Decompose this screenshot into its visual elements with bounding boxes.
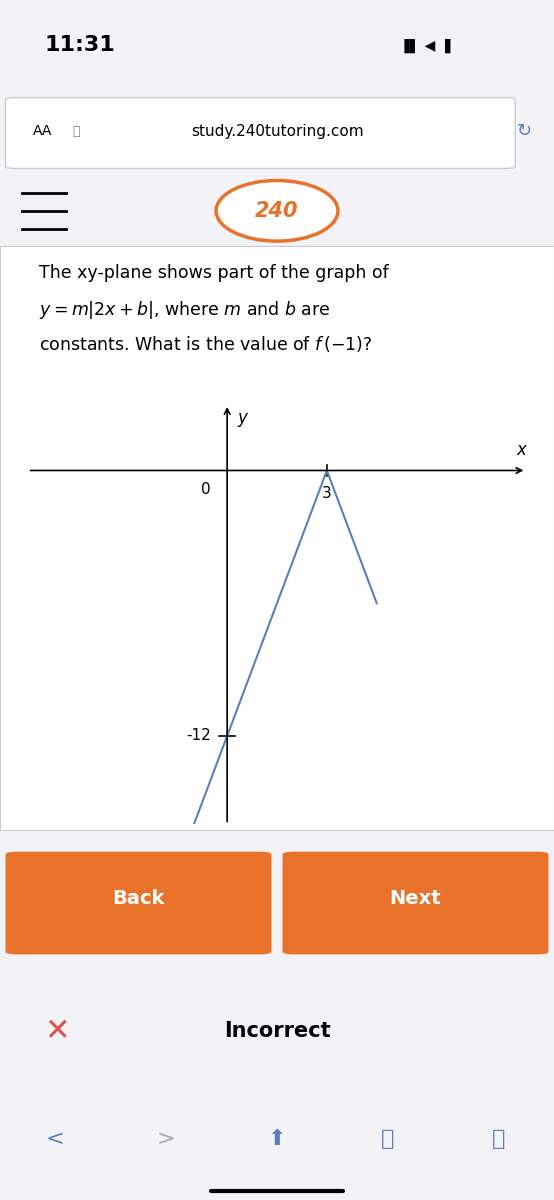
Text: 📖: 📖 bbox=[381, 1129, 394, 1150]
Ellipse shape bbox=[216, 180, 338, 241]
Text: Incorrect: Incorrect bbox=[224, 1021, 330, 1042]
Text: $y = m|2x + b|$, where $m$ and $b$ are: $y = m|2x + b|$, where $m$ and $b$ are bbox=[39, 299, 330, 322]
Text: ⬆: ⬆ bbox=[268, 1129, 286, 1150]
Text: 🔒: 🔒 bbox=[72, 125, 80, 138]
FancyBboxPatch shape bbox=[6, 852, 271, 954]
Text: 11:31: 11:31 bbox=[44, 36, 115, 55]
FancyBboxPatch shape bbox=[0, 246, 554, 830]
Text: study.240tutoring.com: study.240tutoring.com bbox=[191, 124, 363, 139]
Text: AA: AA bbox=[33, 125, 53, 138]
Text: constants. What is the value of $f\,(-1)$?: constants. What is the value of $f\,(-1)… bbox=[39, 334, 372, 354]
Text: >: > bbox=[157, 1129, 176, 1150]
Text: The xy-plane shows part of the graph of: The xy-plane shows part of the graph of bbox=[39, 264, 388, 282]
Text: ↻: ↻ bbox=[517, 122, 532, 140]
Text: ▐▌ ◀ ▐: ▐▌ ◀ ▐ bbox=[399, 38, 450, 53]
Text: Next: Next bbox=[389, 889, 442, 908]
FancyBboxPatch shape bbox=[6, 97, 515, 168]
Text: ✕: ✕ bbox=[44, 1016, 70, 1046]
Text: 240: 240 bbox=[255, 200, 299, 221]
Text: Back: Back bbox=[112, 889, 165, 908]
Text: <: < bbox=[46, 1129, 65, 1150]
Text: ⧉: ⧉ bbox=[492, 1129, 505, 1150]
FancyBboxPatch shape bbox=[283, 852, 548, 954]
